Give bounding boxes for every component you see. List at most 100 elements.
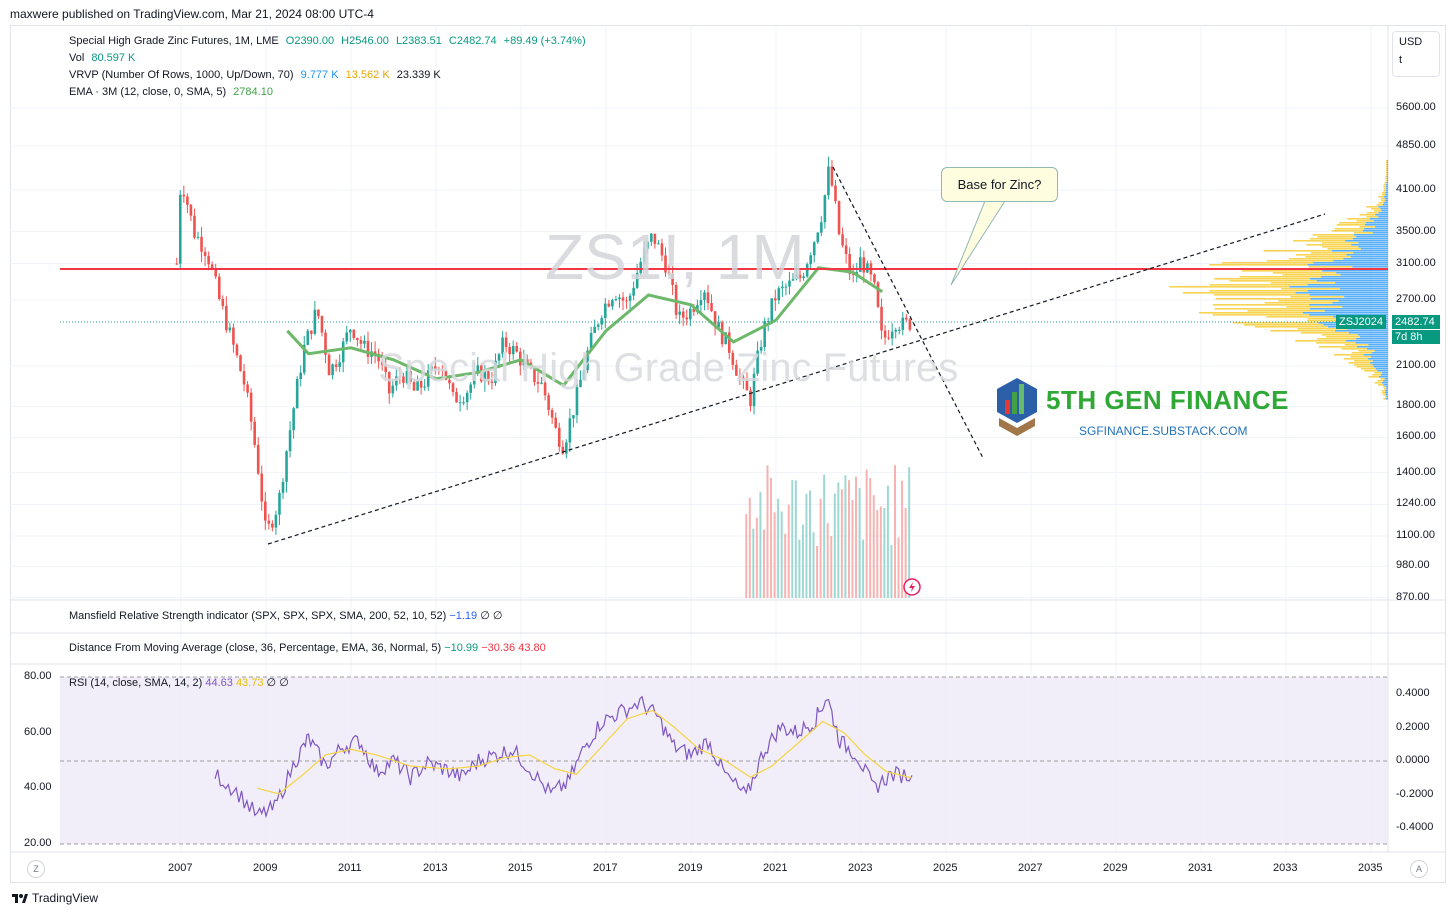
vrvp-up <box>1360 248 1388 250</box>
volume-bar <box>823 474 826 598</box>
brand-name: 5TH GEN FINANCE <box>1046 385 1289 415</box>
candle-body <box>348 329 352 333</box>
vrvp-down <box>1241 270 1323 272</box>
auto-scale-button[interactable]: A <box>1410 860 1428 878</box>
candle-body <box>214 268 218 277</box>
candle-body <box>242 371 246 385</box>
candle-body <box>274 514 278 528</box>
candle-body <box>455 392 458 403</box>
legend-symbol: Special High Grade Zinc Futures, 1M, LME <box>69 35 279 47</box>
candle-body <box>178 194 182 264</box>
candle-body <box>586 350 589 371</box>
vrvp-up <box>1377 370 1388 372</box>
vrvp-up <box>1309 314 1388 316</box>
candle-body <box>600 318 604 325</box>
legend-vrvp-total: 23.339 K <box>396 69 441 81</box>
zoom-button[interactable]: Z <box>27 860 45 878</box>
candle-body <box>182 194 186 197</box>
vrvp-up <box>1372 232 1388 234</box>
vrvp-up <box>1387 170 1388 172</box>
candle-body <box>827 166 830 196</box>
vrvp-up <box>1352 238 1388 240</box>
vrvp-up <box>1362 230 1388 232</box>
candle-body <box>742 377 745 380</box>
vrvp-up <box>1346 254 1388 256</box>
candle-body <box>278 492 281 515</box>
candle-body <box>302 344 306 373</box>
vrvp-up <box>1386 396 1388 398</box>
time-tick: 2017 <box>593 862 618 874</box>
volume-bar <box>865 469 868 598</box>
vrvp-down <box>1383 386 1386 388</box>
price-tick: 2100.00 <box>1396 358 1436 371</box>
vrvp-up <box>1385 186 1388 188</box>
vrvp-up <box>1313 262 1388 264</box>
vrvp-up <box>1289 286 1388 288</box>
vrvp-down <box>1358 350 1375 352</box>
vrvp-down <box>1209 290 1308 292</box>
vrvp-down <box>1295 254 1347 256</box>
candle-body <box>820 222 823 233</box>
candle-body <box>359 340 363 344</box>
candle-body <box>186 196 189 205</box>
vrvp-down <box>1344 344 1369 346</box>
candle-body <box>632 287 635 296</box>
vrvp-down <box>1385 180 1387 182</box>
vrvp-up <box>1387 160 1388 162</box>
vrvp-down <box>1198 312 1303 314</box>
dfma-v1: −10.99 <box>444 642 479 654</box>
vrvp-up <box>1358 334 1388 336</box>
vrvp-down <box>1385 176 1387 178</box>
price-tick: 4100.00 <box>1396 183 1436 195</box>
vrvp-up <box>1383 196 1388 198</box>
vrvp-up <box>1384 198 1388 200</box>
vrvp-down <box>1264 302 1333 304</box>
vrvp-down <box>1182 292 1296 294</box>
vrvp-down <box>1290 296 1345 298</box>
volume-bar <box>851 499 854 598</box>
volume-bar <box>826 523 829 598</box>
candle-body <box>210 264 214 269</box>
vrvp-down <box>1247 310 1325 312</box>
vrvp-up <box>1356 236 1388 238</box>
currency-selector[interactable]: USD t <box>1392 31 1440 77</box>
candle-body <box>579 379 582 388</box>
vrvp-up <box>1324 310 1388 312</box>
candle-body <box>639 261 643 273</box>
candle-body <box>508 346 511 355</box>
rsi-right-tick: 0.0000 <box>1396 754 1430 766</box>
vrvp-down <box>1286 306 1343 308</box>
vrvp-down <box>1383 188 1387 190</box>
candle-body <box>228 327 232 331</box>
vrvp-down <box>1321 334 1359 336</box>
volume-bar <box>904 508 907 598</box>
candle-body <box>430 366 434 371</box>
vrvp-down <box>1232 322 1319 324</box>
candle-body <box>416 380 419 391</box>
candle-body <box>685 317 689 320</box>
vrvp-up <box>1382 382 1388 384</box>
time-tick: 2021 <box>763 862 788 874</box>
price-tick: 1800.00 <box>1396 399 1436 412</box>
vrvp-up <box>1378 206 1388 208</box>
candle-body <box>908 319 912 330</box>
volume-bar <box>840 489 843 598</box>
tradingview-logo[interactable]: TradingView <box>12 891 98 905</box>
candle-body <box>901 317 905 330</box>
vrvp-down <box>1381 200 1385 202</box>
vrvp-up <box>1373 220 1388 222</box>
candle-body <box>858 257 862 272</box>
candle-body <box>713 311 717 328</box>
base-callout[interactable]: Base for Zinc? <box>941 167 1058 202</box>
vrvp-down <box>1386 160 1388 162</box>
vrvp-up <box>1364 228 1388 230</box>
candle-body <box>246 384 249 393</box>
candle-body <box>568 418 572 443</box>
time-tick: 2027 <box>1018 862 1043 874</box>
legend-vrvp-label: VRVP (Number Of Rows, 1000, Up/Down, 70) <box>69 69 294 81</box>
mansfield-label: Mansfield Relative Strength indicator (S… <box>69 610 447 622</box>
vrvp-down <box>1378 384 1384 386</box>
vrvp-up <box>1307 264 1388 266</box>
price-badge: 2482.74 <box>1392 315 1440 329</box>
